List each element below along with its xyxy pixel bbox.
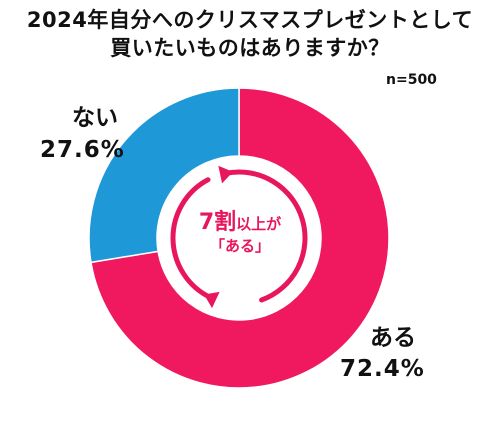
center-annotation: 7割以上が 「ある」: [180, 212, 300, 257]
cycle-arrowhead-right: [218, 165, 233, 184]
label-yes-value: 72.4%: [340, 356, 425, 382]
label-no-value: 27.6%: [40, 137, 125, 163]
cycle-arrowhead-left: [204, 291, 220, 309]
chart-title: 2024年自分へのクリスマスプレゼントとして 買いたいものはありますか？: [0, 6, 500, 62]
cycle-arrow-left: [170, 177, 214, 301]
label-no-name: ない: [72, 105, 118, 131]
chart-title-line2: 買いたいものはありますか？: [110, 36, 390, 60]
donut-slice-1: [88, 87, 240, 264]
center-line2: 「ある」: [209, 237, 270, 255]
cycle-arrows: [170, 165, 308, 309]
donut-slice-0: [90, 87, 390, 389]
center-line1-rest: 以上が: [236, 215, 282, 233]
sample-size: n=500: [386, 72, 437, 88]
chart-title-line1: 2024年自分へのクリスマスプレゼントとして: [26, 8, 474, 32]
donut-slices: [88, 87, 390, 389]
center-num: 7割: [198, 210, 237, 235]
label-yes-name: ある: [370, 325, 416, 351]
cycle-arrow-right: [222, 169, 308, 303]
